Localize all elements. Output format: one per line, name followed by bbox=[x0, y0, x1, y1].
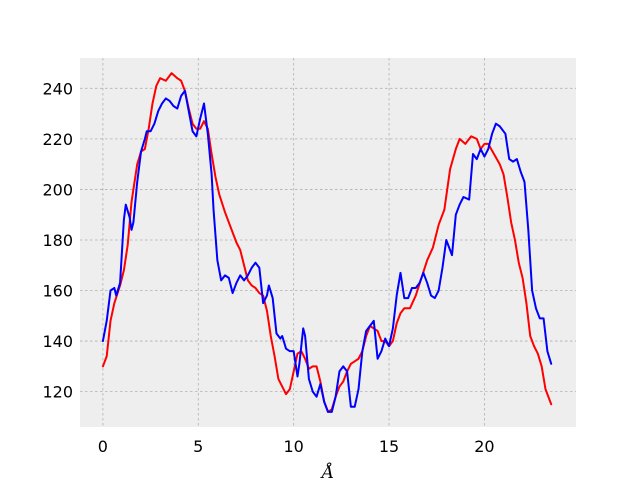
y-tick-label: 240 bbox=[42, 79, 73, 98]
y-tick-label: 160 bbox=[42, 282, 73, 301]
y-tick-label: 140 bbox=[42, 332, 73, 351]
series-line-1 bbox=[101, 72, 553, 413]
y-tick-label: 220 bbox=[42, 130, 73, 149]
x-tick-label: 0 bbox=[98, 437, 108, 456]
series-line-2 bbox=[101, 89, 553, 413]
x-tick-label: 15 bbox=[379, 437, 399, 456]
x-tick-label: 10 bbox=[283, 437, 303, 456]
y-tick-label: 200 bbox=[42, 180, 73, 199]
y-tick-label: 180 bbox=[42, 231, 73, 250]
axis-ticks: 0 5 10 15 20 120 140 160 180 200 220 240 bbox=[42, 79, 494, 456]
y-tick-label: 120 bbox=[42, 383, 73, 402]
x-tick-label: 20 bbox=[474, 437, 494, 456]
x-axis-label: Å bbox=[320, 462, 334, 480]
series-lines bbox=[101, 72, 553, 413]
plot-background bbox=[80, 58, 576, 427]
x-tick-label: 5 bbox=[193, 437, 203, 456]
